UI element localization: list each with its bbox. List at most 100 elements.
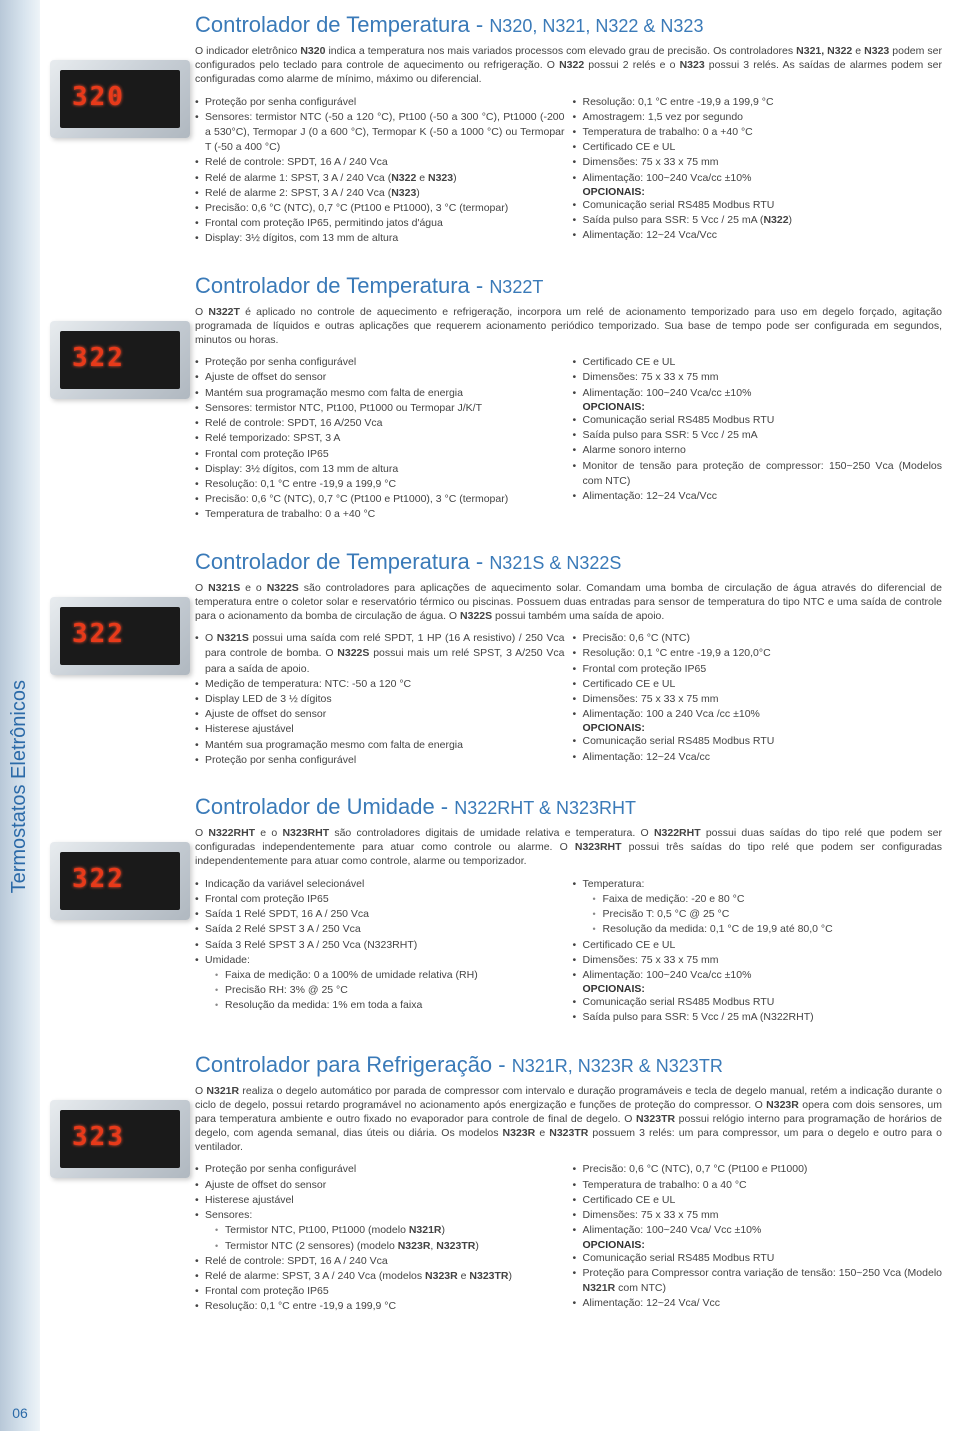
spec-col-right: Precisão: 0,6 °C (NTC)Resolução: 0,1 °C … xyxy=(573,631,943,768)
spec-item: Temperatura:Faixa de medição: -20 e 80 °… xyxy=(573,877,943,938)
section-title: Controlador de Temperatura - N320, N321,… xyxy=(195,12,942,38)
spec-item: Alimentação: 100~240 Vca/ Vcc ±10% xyxy=(573,1223,943,1238)
spec-item: Relé de alarme 1: SPST, 3 A / 240 Vca (N… xyxy=(195,171,565,186)
spec-item: Sensores: termistor NTC (-50 a 120 °C), … xyxy=(195,110,565,156)
optionals-label: OPCIONAIS: xyxy=(573,401,943,413)
spec-item: Saída pulso para SSR: 5 Vcc / 25 mA xyxy=(573,428,943,443)
spec-item: Alarme sonoro interno xyxy=(573,443,943,458)
spec-item: Alimentação: 100~240 Vca/cc ±10% xyxy=(573,386,943,401)
spec-col-right: Certificado CE e ULDimensões: 75 x 33 x … xyxy=(573,355,943,522)
spec-item: Ajuste de offset do sensor xyxy=(195,1178,565,1193)
section-title: Controlador para Refrigeração - N321R, N… xyxy=(195,1052,942,1078)
spec-item: Precisão: 0,6 °C (NTC), 0,7 °C (Pt100 e … xyxy=(195,201,565,216)
spec-item: Dimensões: 75 x 33 x 75 mm xyxy=(573,370,943,385)
title-main: Controlador de Temperatura - xyxy=(195,12,489,37)
title-main: Controlador de Temperatura - xyxy=(195,273,489,298)
spec-item: Display: 3½ dígitos, com 13 mm de altura xyxy=(195,462,565,477)
spec-item: Comunicação serial RS485 Modbus RTU xyxy=(573,995,943,1010)
spec-item: Resolução: 0,1 °C entre -19,9 a 199,9 °C xyxy=(195,1299,565,1314)
spec-col-left: Proteção por senha configurávelAjuste de… xyxy=(195,355,565,522)
spec-item: Medição de temperatura: NTC: -50 a 120 °… xyxy=(195,677,565,692)
spec-item: Resolução: 0,1 °C entre -19,9 a 199,9 °C xyxy=(573,95,943,110)
spec-col-right: Resolução: 0,1 °C entre -19,9 a 199,9 °C… xyxy=(573,95,943,247)
spec-item: Display: 3½ dígitos, com 13 mm de altura xyxy=(195,231,565,246)
spec-item: Saída pulso para SSR: 5 Vcc / 25 mA (N32… xyxy=(573,1010,943,1025)
device-image: 322 xyxy=(50,321,190,399)
spec-item: O N321S possui uma saída com relé SPDT, … xyxy=(195,631,565,677)
spec-item: Saída 1 Relé SPDT, 16 A / 250 Vca xyxy=(195,907,565,922)
spec-item: Saída 3 Relé SPST 3 A / 250 Vca (N323RHT… xyxy=(195,938,565,953)
spec-item: Alimentação: 100~240 Vca/cc ±10% xyxy=(573,171,943,186)
spec-sub-item: Faixa de medição: -20 e 80 °C xyxy=(593,892,943,907)
spec-item: Alimentação: 12~24 Vca/Vcc xyxy=(573,489,943,504)
spec-item: Alimentação: 12~24 Vca/cc xyxy=(573,750,943,765)
side-strip: Termostatos Eletrônicos 06 xyxy=(0,0,40,1431)
section-description: O indicador eletrônico N320 indica a tem… xyxy=(195,44,942,87)
device-display-digits: 323 xyxy=(72,1122,125,1152)
title-models: N321R, N323R & N323TR xyxy=(512,1056,723,1076)
spec-item: Comunicação serial RS485 Modbus RTU xyxy=(573,734,943,749)
spec-item: Indicação da variável selecionável xyxy=(195,877,565,892)
spec-item: Temperatura de trabalho: 0 a +40 °C xyxy=(573,125,943,140)
spec-item: Mantém sua programação mesmo com falta d… xyxy=(195,386,565,401)
spec-col-right: Precisão: 0,6 °C (NTC), 0,7 °C (Pt100 e … xyxy=(573,1162,943,1314)
spec-item: Precisão: 0,6 °C (NTC), 0,7 °C (Pt100 e … xyxy=(195,492,565,507)
spec-item: Certificado CE e UL xyxy=(573,355,943,370)
spec-item: Frontal com proteção IP65 xyxy=(573,662,943,677)
spec-item: Dimensões: 75 x 33 x 75 mm xyxy=(573,1208,943,1223)
spec-item: Frontal com proteção IP65, permitindo ja… xyxy=(195,216,565,231)
optionals-label: OPCIONAIS: xyxy=(573,186,943,198)
spec-item: Frontal com proteção IP65 xyxy=(195,1284,565,1299)
title-models: N322RHT & N323RHT xyxy=(454,798,636,818)
device-display-digits: 322 xyxy=(72,864,125,894)
spec-item: Certificado CE e UL xyxy=(573,1193,943,1208)
product-section: 320 Controlador de Temperatura - N320, N3… xyxy=(50,12,942,247)
spec-item: Ajuste de offset do sensor xyxy=(195,707,565,722)
spec-item: Saída pulso para SSR: 5 Vcc / 25 mA (N32… xyxy=(573,213,943,228)
spec-item: Proteção por senha configurável xyxy=(195,95,565,110)
device-image: 322 xyxy=(50,842,190,920)
section-description: O N322RHT e o N323RHT são controladores … xyxy=(195,826,942,869)
spec-item: Alimentação: 12~24 Vca/ Vcc xyxy=(573,1296,943,1311)
spec-item: Relé de controle: SPDT, 16 A / 240 Vca xyxy=(195,1254,565,1269)
spec-item: Relé de alarme: SPST, 3 A / 240 Vca (mod… xyxy=(195,1269,565,1284)
section-description: O N322T é aplicado no controle de aqueci… xyxy=(195,305,942,348)
spec-item: Alimentação: 12~24 Vca/Vcc xyxy=(573,228,943,243)
spec-item: Ajuste de offset do sensor xyxy=(195,370,565,385)
spec-item: Dimensões: 75 x 33 x 75 mm xyxy=(573,953,943,968)
spec-sub-item: Precisão T: 0,5 °C @ 25 °C xyxy=(593,907,943,922)
product-section: 322 Controlador de Umidade - N322RHT & N3… xyxy=(50,794,942,1025)
spec-col-left: Proteção por senha configurávelAjuste de… xyxy=(195,1162,565,1314)
product-section: 322 Controlador de Temperatura - N322T O N… xyxy=(50,273,942,523)
device-display-digits: 322 xyxy=(72,343,125,373)
spec-item: Certificado CE e UL xyxy=(573,938,943,953)
title-main: Controlador de Umidade - xyxy=(195,794,454,819)
section-title: Controlador de Temperatura - N322T xyxy=(195,273,942,299)
section-description: O N321S e o N322S são controladores para… xyxy=(195,581,942,624)
spec-item: Sensores: termistor NTC, Pt100, Pt1000 o… xyxy=(195,401,565,416)
spec-sub-item: Precisão RH: 3% @ 25 °C xyxy=(215,983,565,998)
title-models: N320, N321, N322 & N323 xyxy=(489,16,703,36)
spec-item: Certificado CE e UL xyxy=(573,140,943,155)
section-description: O N321R realiza o degelo automático por … xyxy=(195,1084,942,1155)
title-main: Controlador para Refrigeração - xyxy=(195,1052,512,1077)
spec-sub-item: Termistor NTC, Pt100, Pt1000 (modelo N32… xyxy=(215,1223,565,1238)
spec-item: Dimensões: 75 x 33 x 75 mm xyxy=(573,692,943,707)
spec-sub-item: Resolução da medida: 1% em toda a faixa xyxy=(215,998,565,1013)
spec-item: Precisão: 0,6 °C (NTC) xyxy=(573,631,943,646)
spec-item: Temperatura de trabalho: 0 a +40 °C xyxy=(195,507,565,522)
spec-item: Relé temporizado: SPST, 3 A xyxy=(195,431,565,446)
spec-item: Saída 2 Relé SPST 3 A / 250 Vca xyxy=(195,922,565,937)
device-image: 323 xyxy=(50,1100,190,1178)
section-title: Controlador de Umidade - N322RHT & N323R… xyxy=(195,794,942,820)
spec-item: Display LED de 3 ½ dígitos xyxy=(195,692,565,707)
product-section: 322Controlador de Temperatura - N321S & … xyxy=(50,549,942,768)
title-models: N321S & N322S xyxy=(489,553,621,573)
spec-item: Histerese ajustável xyxy=(195,1193,565,1208)
spec-item: Sensores:Termistor NTC, Pt100, Pt1000 (m… xyxy=(195,1208,565,1254)
spec-item: Amostragem: 1,5 vez por segundo xyxy=(573,110,943,125)
device-display-digits: 320 xyxy=(72,82,125,112)
spec-item: Dimensões: 75 x 33 x 75 mm xyxy=(573,155,943,170)
product-section: 323 Controlador para Refrigeração - N321R… xyxy=(50,1052,942,1315)
spec-item: Alimentação: 100 a 240 Vca /cc ±10% xyxy=(573,707,943,722)
